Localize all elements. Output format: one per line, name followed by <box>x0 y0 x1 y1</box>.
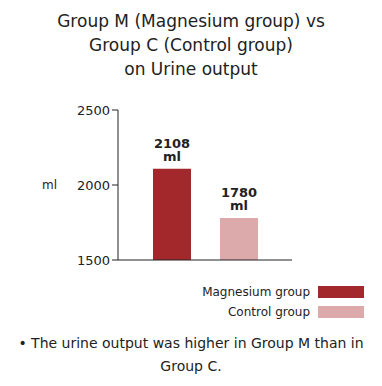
html-text:Control group: Control group <box>228 305 310 319</box>
html-text:• The urine output was higher: • The urine output was higher in Group M… <box>18 335 364 374</box>
svg-text:ml: ml <box>42 178 57 192</box>
svg-text:2108ml: 2108ml <box>154 136 190 164</box>
svg-text:1780ml: 1780ml <box>221 185 257 213</box>
svg-text:2000: 2000 <box>77 178 110 193</box>
svg-text:2500: 2500 <box>77 103 110 118</box>
svg-text:1500: 1500 <box>77 253 110 268</box>
html-text:Magnesium group: Magnesium group <box>202 285 310 299</box>
html-text:Group M (Magnesium group) vs G: Group M (Magnesium group) vs Group C (Co… <box>57 11 325 79</box>
